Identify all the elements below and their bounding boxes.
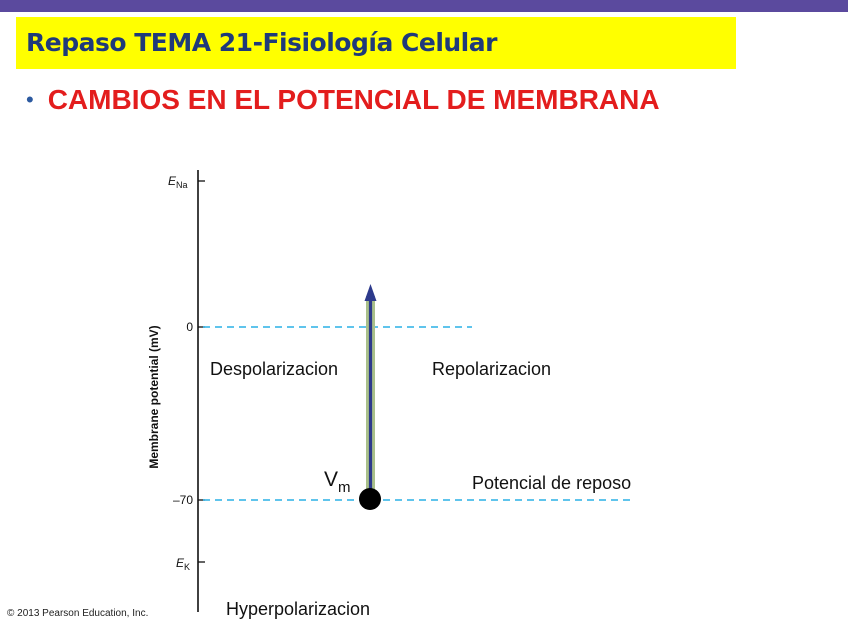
tick-label-zero: 0 <box>186 320 193 334</box>
repolarization-label: Repolarizacion <box>432 359 551 379</box>
bullet-point: • CAMBIOS EN EL POTENCIAL DE MEMBRANA <box>26 84 660 120</box>
y-axis-label: Membrane potential (mV) <box>147 325 161 468</box>
resting-potential-label: Potencial de reposo <box>472 473 631 493</box>
top-accent-bar <box>0 0 848 12</box>
tick-label-ek: EK <box>176 556 190 572</box>
tick-label-minus70: –70 <box>173 493 193 507</box>
arrow-head-icon <box>364 284 377 301</box>
bullet-text: CAMBIOS EN EL POTENCIAL DE MEMBRANA <box>47 84 660 115</box>
slide-title: Repaso TEMA 21-Fisiología Celular <box>26 28 497 57</box>
hyperpolarization-label: Hyperpolarizacion <box>226 599 370 619</box>
title-banner: Repaso TEMA 21-Fisiología Celular <box>16 17 736 69</box>
bullet-icon: • <box>26 87 34 112</box>
tick-label-ena: ENa <box>168 174 188 190</box>
vm-dot <box>359 488 381 510</box>
depolarization-label: Despolarizacion <box>210 359 338 379</box>
vm-label: Vm <box>324 468 351 496</box>
copyright-notice: © 2013 Pearson Education, Inc. <box>7 608 149 619</box>
